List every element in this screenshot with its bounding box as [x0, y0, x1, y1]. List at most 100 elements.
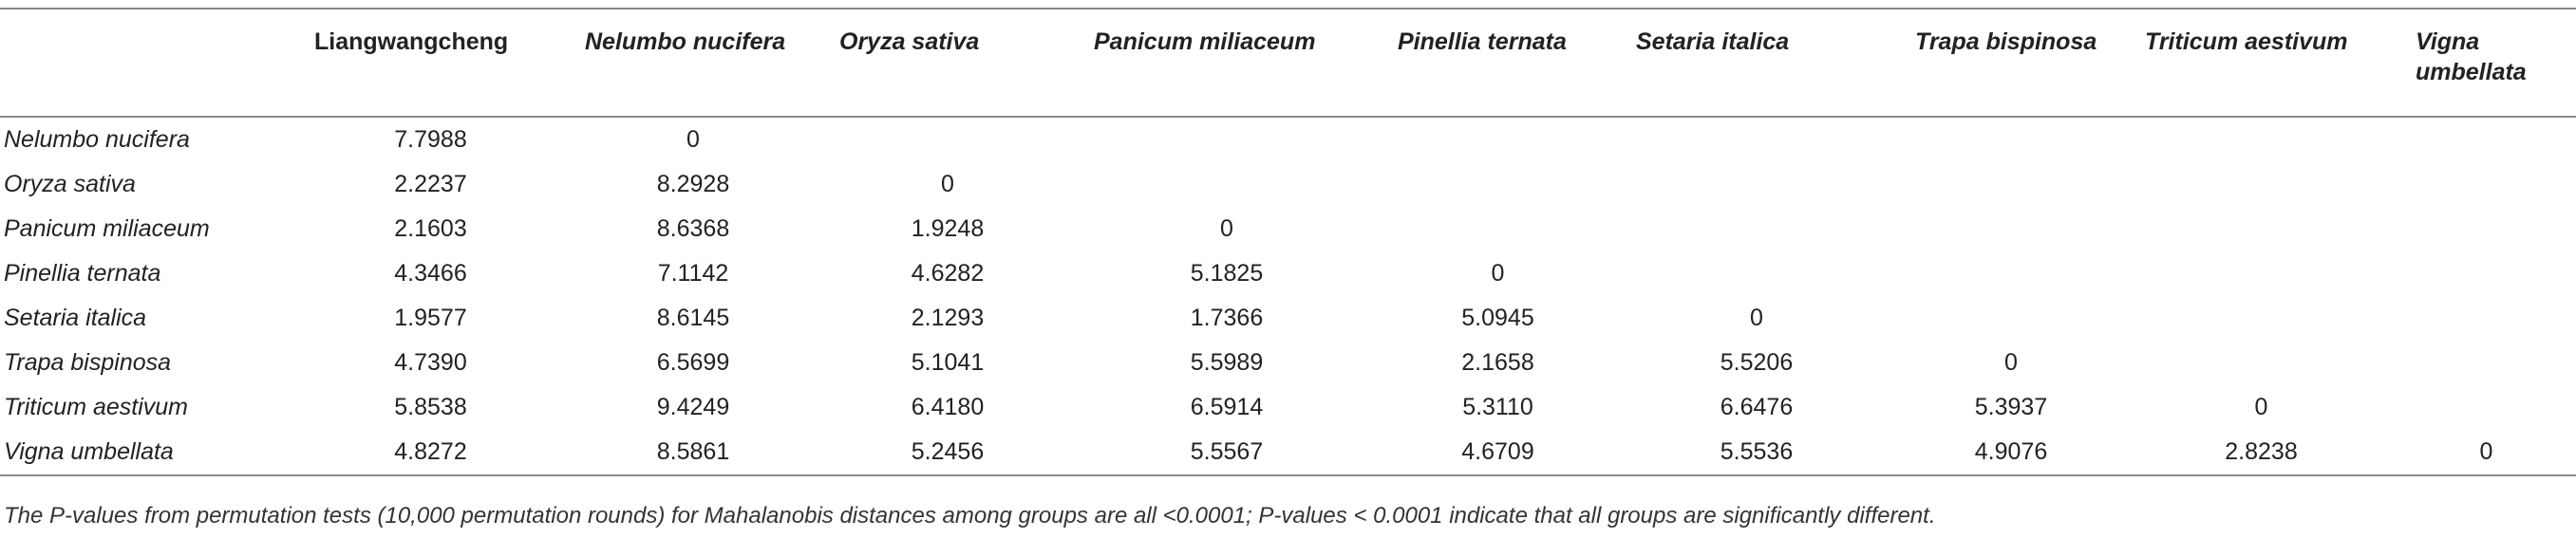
row-label: Trapa bispinosa	[4, 349, 172, 376]
empty-cell	[1896, 251, 2126, 296]
column-header: Panicum miliaceum	[1094, 28, 1316, 55]
empty-cell	[2397, 207, 2576, 251]
cell-value: 0	[2254, 394, 2268, 420]
table-body: Nelumbo nucifera 7.7988 0 Oryza sativa 2.223…	[0, 117, 2576, 475]
cell-value: 9.4249	[656, 394, 730, 420]
column-header: Setaria italica	[1636, 28, 1790, 55]
cell-value: 8.6145	[656, 305, 730, 331]
cell-value: 6.5914	[1190, 394, 1264, 420]
cell-value: 5.1825	[1190, 260, 1264, 287]
cell-value: 4.3466	[394, 260, 467, 287]
column-header: Triticum aestivum	[2145, 28, 2348, 55]
empty-cell	[2397, 162, 2576, 207]
empty-cell	[2397, 341, 2576, 385]
cell-value: 5.8538	[394, 394, 467, 420]
cell-value: 0	[1750, 305, 1763, 331]
empty-cell	[1617, 117, 1896, 162]
cell-value: 0	[941, 171, 954, 197]
cell-value: 1.9248	[911, 215, 985, 242]
empty-cell	[1896, 117, 2126, 162]
empty-cell	[1896, 296, 2126, 341]
empty-cell	[1617, 251, 1896, 296]
cell-value: 2.1658	[1461, 349, 1534, 376]
empty-cell	[1075, 117, 1379, 162]
cell-value: 0	[2479, 438, 2493, 465]
empty-cell	[2397, 251, 2576, 296]
cell-value: 2.2237	[394, 171, 467, 197]
table-row: Triticum aestivum 5.8538 9.4249 6.4180 6.591…	[0, 385, 2576, 430]
row-label: Vigna umbellata	[4, 438, 174, 465]
cell-value: 5.5536	[1720, 438, 1794, 465]
cell-value: 2.1603	[394, 215, 467, 242]
empty-cell	[1379, 162, 1617, 207]
distance-table: Liangwangcheng Nelumbo nucifera Oryza sati…	[0, 8, 2576, 476]
empty-cell	[2126, 117, 2397, 162]
cell-value: 4.6709	[1461, 438, 1534, 465]
empty-cell	[1075, 162, 1379, 207]
table-row: Vigna umbellata 4.8272 8.5861 5.2456 5.5567 4…	[0, 430, 2576, 475]
cell-value: 0	[686, 126, 700, 153]
corner-cell	[0, 9, 295, 117]
cell-value: 5.1041	[911, 349, 985, 376]
table-row: Panicum miliaceum 2.1603 8.6368 1.9248 0	[0, 207, 2576, 251]
table-row: Trapa bispinosa 4.7390 6.5699 5.1041 5.5989 2…	[0, 341, 2576, 385]
empty-cell	[2126, 251, 2397, 296]
cell-value: 0	[1220, 215, 1233, 242]
cell-value: 5.5567	[1190, 438, 1264, 465]
empty-cell	[2397, 296, 2576, 341]
table-row: Pinellia ternata 4.3466 7.1142 4.6282 5.1825…	[0, 251, 2576, 296]
cell-value: 7.7988	[394, 126, 467, 153]
empty-cell	[2126, 162, 2397, 207]
empty-cell	[2397, 385, 2576, 430]
column-header: Vigna umbellata	[2416, 28, 2527, 85]
cell-value: 6.5699	[656, 349, 730, 376]
column-header: Trapa bispinosa	[1915, 28, 2097, 55]
empty-cell	[820, 117, 1075, 162]
table-row: Oryza sativa 2.2237 8.2928 0	[0, 162, 2576, 207]
row-label: Triticum aestivum	[4, 394, 189, 420]
cell-value: 1.7366	[1190, 305, 1264, 331]
empty-cell	[1617, 207, 1896, 251]
row-label: Panicum miliaceum	[4, 215, 210, 242]
cell-value: 7.1142	[657, 260, 729, 287]
empty-cell	[2126, 207, 2397, 251]
table-row: Nelumbo nucifera 7.7988 0	[0, 117, 2576, 162]
cell-value: 8.2928	[656, 171, 730, 197]
empty-cell	[1617, 162, 1896, 207]
header-row: Liangwangcheng Nelumbo nucifera Oryza sati…	[0, 9, 2576, 117]
empty-cell	[1379, 117, 1617, 162]
cell-value: 5.3937	[1974, 394, 2048, 420]
empty-cell	[2397, 117, 2576, 162]
cell-value: 4.8272	[394, 438, 467, 465]
cell-value: 5.2456	[911, 438, 985, 465]
row-label: Setaria italica	[4, 305, 147, 331]
footnote: The P-values from permutation tests (10,…	[4, 503, 1936, 529]
cell-value: 5.3110	[1462, 394, 1533, 420]
empty-cell	[2126, 296, 2397, 341]
empty-cell	[1896, 162, 2126, 207]
row-label: Nelumbo nucifera	[4, 126, 190, 153]
cell-value: 4.7390	[394, 349, 467, 376]
cell-value: 0	[1491, 260, 1505, 287]
cell-value: 4.6282	[911, 260, 985, 287]
cell-value: 5.5206	[1720, 349, 1794, 376]
table-row: Setaria italica 1.9577 8.6145 2.1293 1.7366 5…	[0, 296, 2576, 341]
row-label: Oryza sativa	[4, 171, 136, 197]
cell-value: 2.1293	[911, 305, 985, 331]
cell-value: 8.6368	[656, 215, 730, 242]
cell-value: 2.8238	[2225, 438, 2298, 465]
empty-cell	[1896, 207, 2126, 251]
empty-cell	[2126, 341, 2397, 385]
row-label: Pinellia ternata	[4, 260, 161, 287]
cell-value: 4.9076	[1974, 438, 2048, 465]
column-header: Oryza sativa	[839, 28, 980, 55]
cell-value: 0	[2004, 349, 2018, 376]
cell-value: 6.4180	[911, 394, 985, 420]
cell-value: 5.0945	[1461, 305, 1534, 331]
cell-value: 1.9577	[394, 305, 467, 331]
column-header: Liangwangcheng	[314, 28, 509, 55]
empty-cell	[1379, 207, 1617, 251]
column-header: Pinellia ternata	[1398, 28, 1567, 55]
cell-value: 8.5861	[656, 438, 730, 465]
